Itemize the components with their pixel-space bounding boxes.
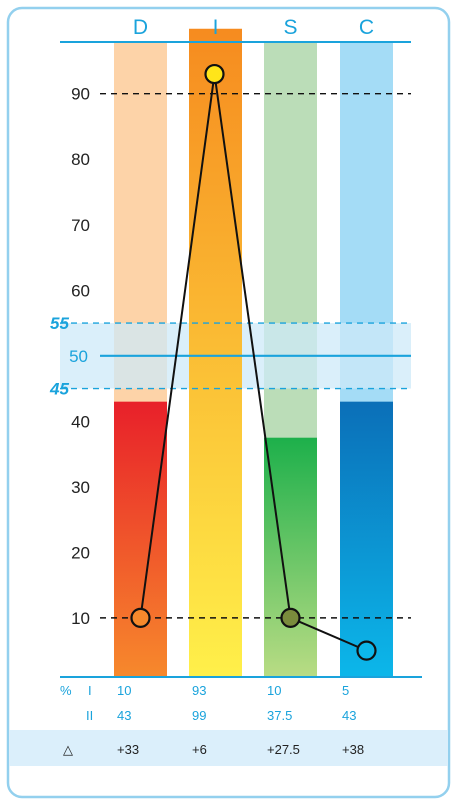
row2-value-i: 99 (192, 708, 206, 723)
bar-s (264, 437, 317, 677)
y-tick-90: 90 (71, 85, 90, 104)
diff-value-i: +6 (192, 742, 207, 757)
y-tick-70: 70 (71, 216, 90, 235)
row1-value-c: 5 (342, 683, 349, 698)
row2-value-c: 43 (342, 708, 356, 723)
row1-value-d: 10 (117, 683, 131, 698)
category-label-i: I (213, 16, 219, 39)
y-tick-10: 10 (71, 609, 90, 628)
band-label-low: 45 (49, 380, 69, 399)
diff-value-d: +33 (117, 742, 139, 757)
diff-value-c: +38 (342, 742, 364, 757)
bar-c (340, 401, 393, 677)
y-tick-80: 80 (71, 150, 90, 169)
y-tick-50: 50 (69, 347, 88, 366)
row1-value-i: 93 (192, 683, 206, 698)
point-s (280, 607, 301, 628)
category-label-s: S (283, 16, 297, 39)
bar-i (189, 28, 242, 677)
point-i (204, 63, 225, 85)
point-d (130, 607, 151, 628)
row-label-ii: II (86, 708, 93, 723)
difference-row-background (9, 730, 448, 766)
bar-d (114, 401, 167, 677)
y-tick-30: 30 (71, 478, 90, 497)
y-tick-60: 60 (71, 281, 90, 300)
delta-icon: △ (63, 742, 73, 757)
series-line (139, 73, 367, 652)
point-c (356, 640, 377, 661)
category-label-c: C (359, 16, 374, 39)
row1-value-s: 10 (267, 683, 281, 698)
y-tick-40: 40 (71, 412, 90, 431)
category-label-d: D (133, 16, 148, 39)
row-label-i: I (88, 683, 92, 698)
band-label-high: 55 (50, 314, 69, 333)
percent-symbol: % (60, 683, 72, 698)
row2-value-s: 37.5 (267, 708, 292, 723)
row2-value-d: 43 (117, 708, 131, 723)
y-tick-20: 20 (71, 543, 90, 562)
diff-value-s: +27.5 (267, 742, 300, 757)
